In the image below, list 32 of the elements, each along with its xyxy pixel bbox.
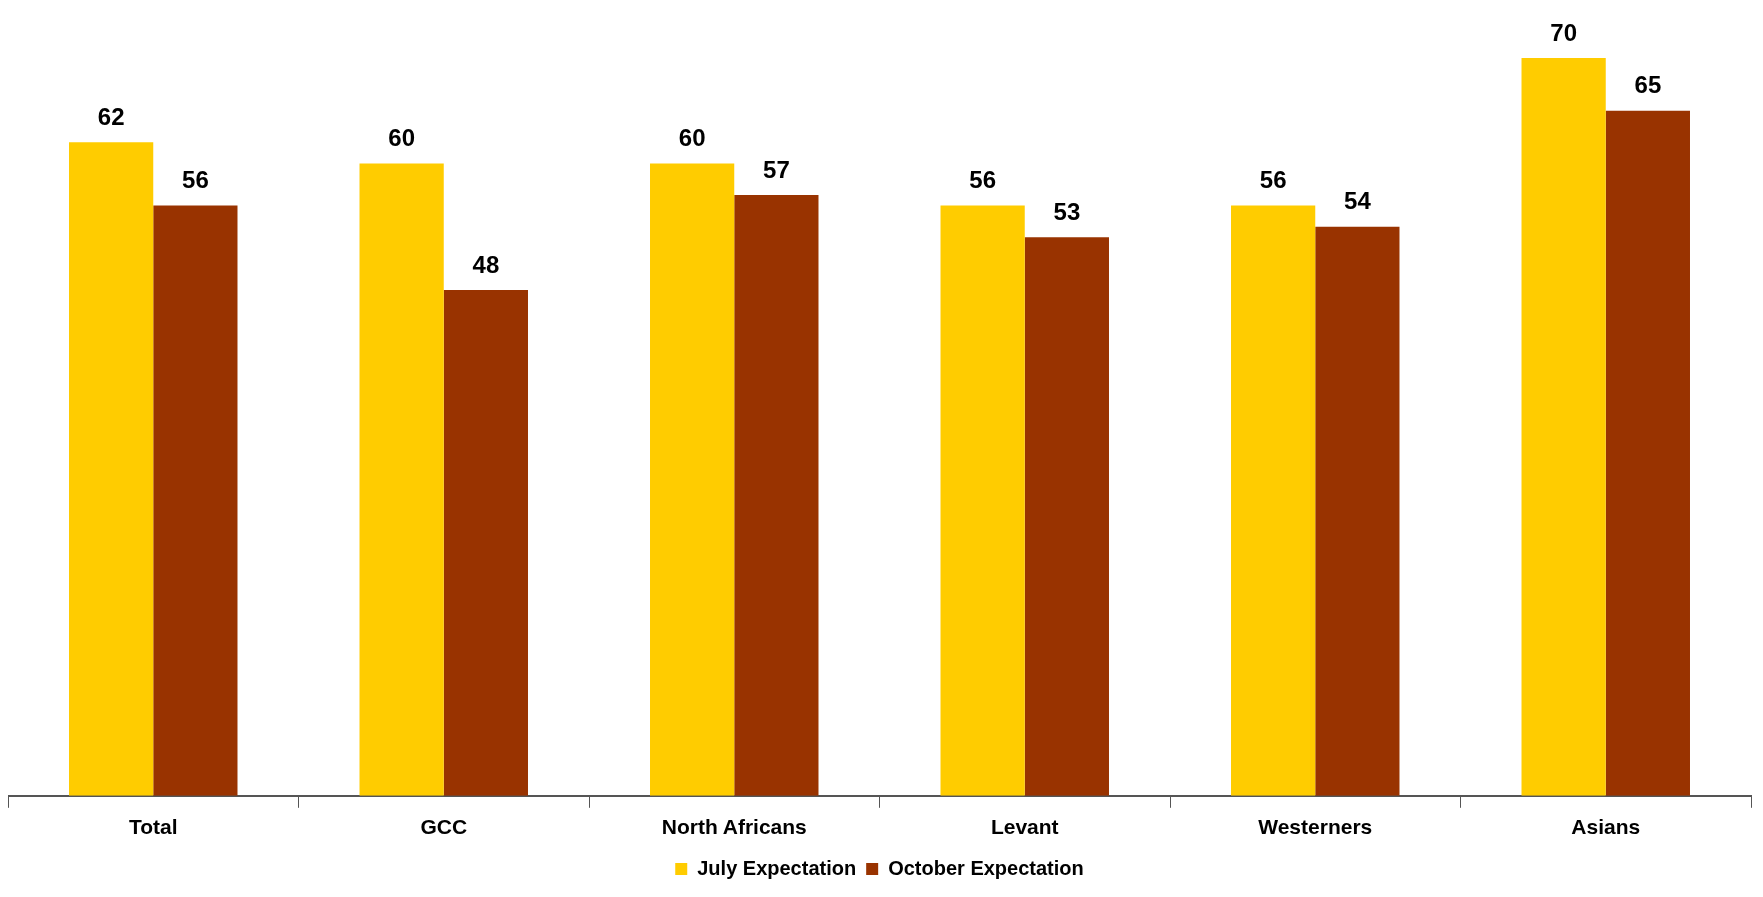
data-label: 56 xyxy=(969,166,996,194)
data-label: 56 xyxy=(1259,166,1287,194)
data-label: 65 xyxy=(1634,71,1662,99)
data-label: 54 xyxy=(1344,187,1372,215)
bar xyxy=(69,142,154,796)
bar xyxy=(1521,58,1606,796)
legend-label: July Expectation xyxy=(697,856,857,879)
bar xyxy=(1024,237,1109,796)
data-label: 62 xyxy=(97,102,125,130)
bar xyxy=(443,289,528,796)
bar xyxy=(734,195,819,796)
x-tick-label: Asians xyxy=(1571,815,1641,839)
legend-label: October Expectation xyxy=(888,856,1084,879)
bar xyxy=(1315,226,1400,796)
bar xyxy=(650,163,735,796)
data-label: 48 xyxy=(472,250,500,278)
bar xyxy=(153,205,238,796)
x-tick-label: North Africans xyxy=(661,815,807,839)
data-label: 53 xyxy=(1053,197,1081,225)
bar xyxy=(1605,110,1690,796)
data-label: 60 xyxy=(678,124,706,152)
data-label: 60 xyxy=(388,124,415,152)
x-tick-label: Total xyxy=(128,815,178,839)
bar xyxy=(359,163,444,796)
x-tick-label: Westerners xyxy=(1258,815,1373,839)
data-label: 70 xyxy=(1550,18,1577,46)
data-label: 57 xyxy=(763,155,790,183)
data-label: 56 xyxy=(182,166,209,194)
bar xyxy=(1231,205,1316,796)
x-tick-label: GCC xyxy=(420,815,468,839)
bar xyxy=(940,205,1025,796)
x-tick-label: Levant xyxy=(990,815,1059,839)
